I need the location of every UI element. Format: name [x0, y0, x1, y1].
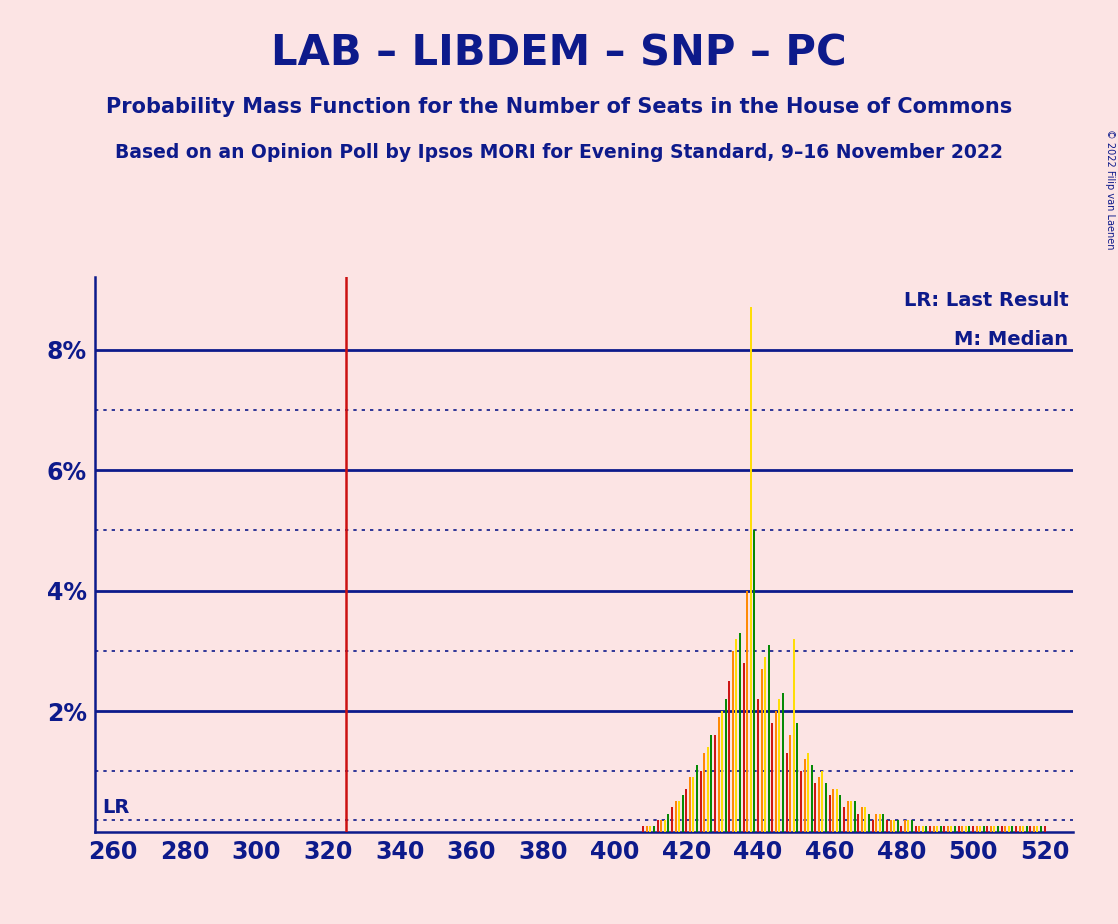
Text: Probability Mass Function for the Number of Seats in the House of Commons: Probability Mass Function for the Number…	[106, 97, 1012, 117]
Text: Based on an Opinion Poll by Ipsos MORI for Evening Standard, 9–16 November 2022: Based on an Opinion Poll by Ipsos MORI f…	[115, 143, 1003, 163]
Text: © 2022 Filip van Laenen: © 2022 Filip van Laenen	[1105, 129, 1115, 249]
Text: LR: Last Result: LR: Last Result	[903, 291, 1069, 310]
Text: LAB – LIBDEM – SNP – PC: LAB – LIBDEM – SNP – PC	[272, 32, 846, 74]
Text: M: Median: M: Median	[955, 330, 1069, 349]
Text: LR: LR	[102, 797, 130, 817]
